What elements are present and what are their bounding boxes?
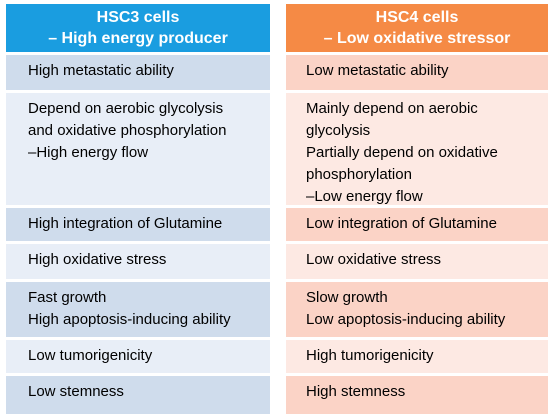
cell-text: glycolysis — [306, 122, 371, 139]
hsc4-row-glutamine: Low integration of Glutamine — [286, 208, 548, 241]
cell-text: Low oxidative stress — [306, 251, 442, 268]
hsc4-row-stemness: High stemness — [286, 376, 548, 414]
hsc4-row-metastatic: Low metastatic ability — [286, 55, 548, 90]
cell-text: Depend on aerobic glycolysis — [28, 100, 224, 117]
cell-text: Partially depend on oxidative — [306, 144, 498, 161]
cell-text: Slow growth — [306, 289, 388, 306]
hsc4-column: HSC4 cells – Low oxidative stressor Low … — [286, 4, 548, 414]
cell-text: High tumorigenicity — [306, 347, 434, 364]
cell-text: –Low energy flow — [306, 188, 423, 205]
hsc3-row-tumorigenicity: Low tumorigenicity — [6, 340, 270, 373]
hsc4-row-oxidative-stress: Low oxidative stress — [286, 244, 548, 279]
cell-text: Low metastatic ability — [306, 62, 449, 79]
cell-text: Mainly depend on aerobic — [306, 100, 478, 117]
hsc4-header-subtitle: – Low oxidative stressor — [323, 30, 511, 47]
hsc4-header-title: HSC4 cells — [375, 9, 459, 26]
hsc3-header-title: HSC3 cells — [96, 9, 180, 26]
hsc3-row-oxidative-stress: High oxidative stress — [6, 244, 270, 279]
hsc4-header: HSC4 cells – Low oxidative stressor — [286, 4, 548, 52]
cell-text: High integration of Glutamine — [28, 215, 223, 232]
cell-text: Low apoptosis-inducing ability — [306, 311, 506, 328]
hsc4-row-metabolism: Mainly depend on aerobic glycolysis Part… — [286, 93, 548, 205]
cell-text: High apoptosis-inducing ability — [28, 311, 231, 328]
cell-text: Low integration of Glutamine — [306, 215, 497, 232]
cell-text: Low stemness — [28, 383, 124, 400]
hsc3-row-glutamine: High integration of Glutamine — [6, 208, 270, 241]
hsc4-row-growth: Slow growth Low apoptosis-inducing abili… — [286, 282, 548, 337]
hsc3-header: HSC3 cells – High energy producer — [6, 4, 270, 52]
cell-text: High metastatic ability — [28, 62, 174, 79]
cell-text: High oxidative stress — [28, 251, 167, 268]
hsc3-header-subtitle: – High energy producer — [48, 30, 228, 47]
cell-text: Fast growth — [28, 289, 107, 306]
hsc3-row-metabolism: Depend on aerobic glycolysis and oxidati… — [6, 93, 270, 205]
hsc3-row-metastatic: High metastatic ability — [6, 55, 270, 90]
cell-text: High stemness — [306, 383, 406, 400]
hsc3-column: HSC3 cells – High energy producer High m… — [6, 4, 270, 414]
hsc4-row-tumorigenicity: High tumorigenicity — [286, 340, 548, 373]
hsc3-row-stemness: Low stemness — [6, 376, 270, 414]
cell-text: Low tumorigenicity — [28, 347, 153, 364]
cell-text: and oxidative phosphorylation — [28, 122, 227, 139]
cell-text: –High energy flow — [28, 144, 149, 161]
cell-text: phosphorylation — [306, 166, 412, 183]
hsc3-row-growth: Fast growth High apoptosis-inducing abil… — [6, 282, 270, 337]
